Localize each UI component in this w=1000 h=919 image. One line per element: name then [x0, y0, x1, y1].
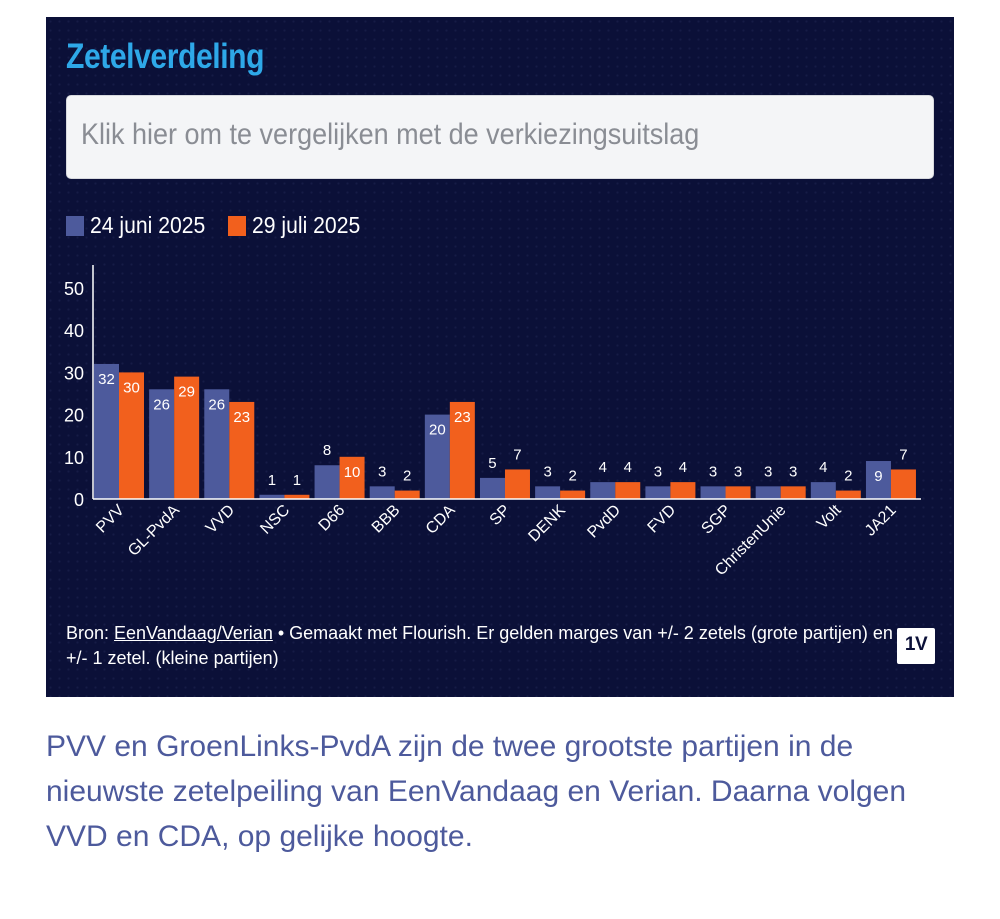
bar-24-juni	[865, 461, 891, 499]
bar-29-juli	[780, 486, 806, 499]
bar-value-label: 3	[378, 463, 386, 480]
bar-24-juni	[645, 486, 671, 499]
bar-value-label: 1	[268, 472, 276, 489]
bar-value-label: 9	[874, 468, 882, 485]
chart-panel: Zetelverdeling Klik hier om te vergelijk…	[46, 17, 954, 697]
x-tick-label: BBB	[369, 502, 404, 537]
y-tick-label: 40	[64, 321, 84, 341]
bar-value-label: 3	[654, 463, 662, 480]
legend-label-24-juni: 24 juni 2025	[90, 212, 206, 238]
bar-value-label: 7	[899, 446, 907, 463]
bar-value-label: 2	[403, 468, 411, 485]
bar-value-label: 3	[789, 463, 797, 480]
logo-text: 1V	[904, 634, 928, 655]
bar-24-juni	[314, 465, 340, 499]
bar-29-juli	[119, 372, 144, 499]
legend-swatch-29-juli	[228, 216, 246, 236]
y-tick-label: 10	[64, 448, 84, 468]
x-tick-label: PvdD	[584, 502, 624, 542]
bar-value-label: 26	[208, 396, 225, 413]
bar-29-juli	[725, 486, 751, 499]
bar-24-juni	[369, 486, 395, 499]
x-tick-label: SP	[487, 502, 514, 529]
bar-24-juni	[94, 363, 119, 499]
bar-value-label: 4	[599, 459, 607, 476]
bar-29-juli	[835, 490, 861, 499]
y-tick-label: 50	[64, 279, 84, 299]
bar-value-label: 7	[513, 446, 521, 463]
x-tick-label: D66	[316, 502, 349, 535]
bar-value-label: 3	[543, 463, 551, 480]
x-tick-label: CDA	[423, 502, 459, 538]
bar-value-label: 3	[709, 463, 717, 480]
bar-value-label: 32	[98, 371, 115, 388]
bar-value-label: 1	[293, 472, 301, 489]
source-note: Bron: EenVandaag/Verian • Gemaakt met Fl…	[66, 621, 906, 671]
x-tick-label: DENK	[525, 502, 569, 546]
bar-29-juli	[449, 401, 475, 499]
x-tick-label: Volt	[814, 501, 845, 532]
bar-value-label: 26	[153, 396, 170, 413]
bar-24-juni	[259, 494, 285, 499]
bar-24-juni	[590, 482, 616, 499]
bar-29-juli	[890, 469, 916, 499]
bar-value-label: 2	[844, 468, 852, 485]
bar-29-juli	[394, 490, 420, 499]
bar-29-juli	[229, 401, 255, 499]
bar-value-label: 29	[178, 384, 195, 401]
bar-24-juni	[149, 389, 175, 499]
bar-29-juli	[670, 482, 696, 499]
x-tick-label: PVV	[93, 502, 128, 537]
bar-value-label: 4	[819, 459, 827, 476]
bar-value-label: 2	[568, 468, 576, 485]
bar-value-label: 8	[323, 442, 331, 459]
x-tick-label: VVD	[203, 502, 238, 537]
bar-24-juni	[424, 414, 450, 499]
legend-label-29-juli: 29 juli 2025	[252, 212, 361, 238]
bar-24-juni	[755, 486, 781, 499]
bar-24-juni	[204, 389, 230, 499]
compare-button-label: Klik hier om te vergelijken met de verki…	[81, 118, 700, 151]
bar-29-juli	[615, 482, 641, 499]
eenvandaag-logo: 1V	[897, 628, 935, 664]
source-link[interactable]: EenVandaag/Verian	[114, 623, 273, 643]
bar-24-juni	[810, 482, 836, 499]
y-tick-label: 30	[64, 363, 84, 383]
chart-title: Zetelverdeling	[66, 37, 265, 76]
bar-value-label: 20	[429, 422, 446, 439]
bar-24-juni	[700, 486, 726, 499]
bar-value-label: 4	[624, 459, 632, 476]
bar-value-label: 4	[679, 459, 687, 476]
y-tick-label: 20	[64, 406, 84, 426]
bar-29-juli	[284, 494, 310, 499]
bar-value-label: 10	[344, 464, 361, 481]
x-tick-label: GL-PvdA	[125, 502, 183, 560]
x-tick-label: NSC	[257, 502, 293, 538]
bar-value-label: 5	[488, 455, 496, 472]
x-tick-label: FVD	[645, 502, 680, 537]
bar-value-label: 23	[454, 409, 471, 426]
source-text: • Gemaakt met Flourish. Er gelden marges…	[66, 623, 893, 668]
bar-value-label: 3	[734, 463, 742, 480]
legend-swatch-24-juni	[66, 216, 84, 236]
bar-29-juli	[504, 469, 530, 499]
bar-value-label: 3	[764, 463, 772, 480]
bar-24-juni	[535, 486, 561, 499]
compare-election-result-button[interactable]: Klik hier om te vergelijken met de verki…	[66, 95, 934, 179]
bar-29-juli	[339, 456, 365, 499]
bar-29-juli	[174, 376, 200, 499]
bar-value-label: 23	[233, 409, 250, 426]
source-prefix: Bron:	[66, 623, 115, 643]
x-tick-label: SGP	[698, 502, 734, 538]
x-tick-label: JA21	[862, 502, 900, 540]
y-tick-label: 0	[74, 490, 84, 510]
bar-value-label: 30	[123, 379, 140, 396]
bar-24-juni	[479, 477, 505, 499]
article-caption: PVV en GroenLinks-PvdA zijn de twee groo…	[46, 730, 907, 853]
bar-29-juli	[560, 490, 586, 499]
